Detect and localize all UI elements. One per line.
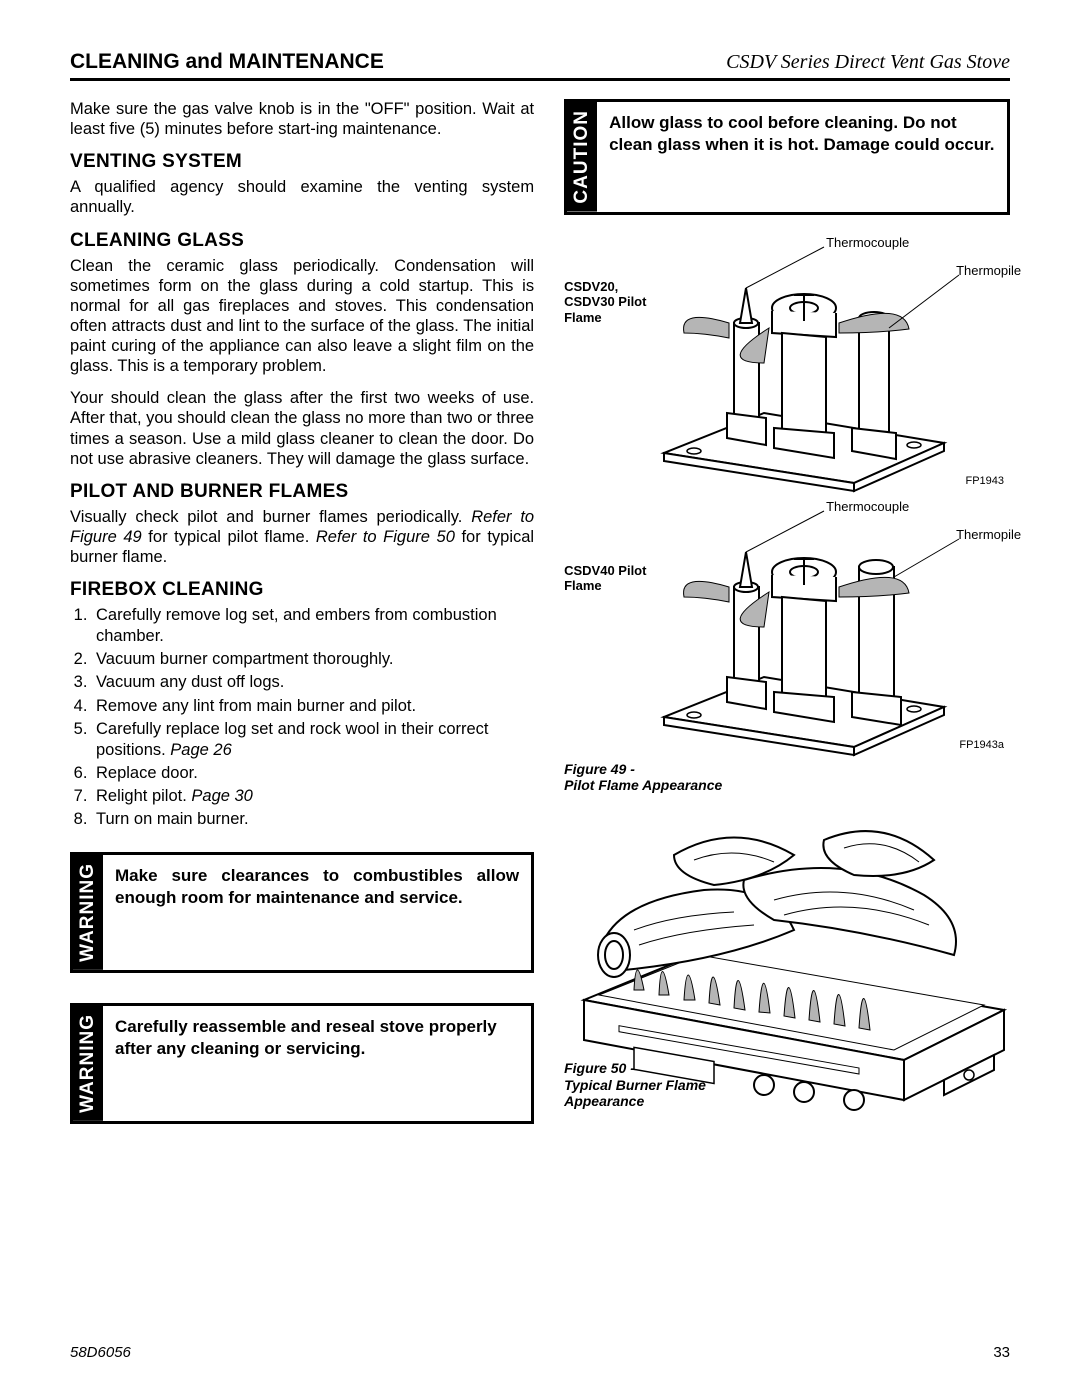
page-footer: 58D6056 33 [70,1344,1010,1361]
pilot-assembly-1-svg [564,233,1004,493]
pilot-assembly-2-svg [564,497,1004,757]
list-item: Turn on main burner. [92,809,534,830]
pilot1-model-label: CSDV20, CSDV30 Pilot Flame [564,279,664,326]
figure-burner: Figure 50 - Typical Burner Flame Appeara… [564,800,1010,1120]
venting-paragraph: A qualified agency should examine the ve… [70,177,534,217]
header-product-name: CSDV Series Direct Vent Gas Stove [726,51,1010,74]
warning-callout-1: WARNING Make sure clearances to combusti… [70,852,534,973]
cleaning-glass-p1: Clean the ceramic glass periodically. Co… [70,256,534,377]
cleaning-glass-heading: CLEANING GLASS [70,230,534,252]
figure-49-caption: Figure 49 - Pilot Flame Appearance [564,761,1010,795]
pilot-burner-heading: PILOT AND BURNER FLAMES [70,481,534,503]
figure-pilot-1: CSDV20, CSDV30 Pilot Flame [564,233,1010,493]
page-header: CLEANING and MAINTENANCE CSDV Series Dir… [70,50,1010,81]
caution-callout: CAUTION Allow glass to cool before clean… [564,99,1010,215]
venting-heading: VENTING SYSTEM [70,151,534,173]
pilot-text-c: for typical pilot flame. [142,528,316,546]
content-columns: Make sure the gas valve knob is in the "… [70,99,1010,1132]
list-item: Remove any lint from main burner and pil… [92,696,534,717]
intro-paragraph: Make sure the gas valve knob is in the "… [70,99,534,139]
firebox-heading: FIREBOX CLEANING [70,579,534,601]
list-item: Vacuum burner compartment thoroughly. [92,649,534,670]
footer-doc-number: 58D6056 [70,1344,131,1361]
list-item: Carefully replace log set and rock wool … [92,719,534,761]
list-item: Relight pilot. Page 30 [92,786,534,807]
pilot-text-a: Visually check pilot and burner flames p… [70,508,471,526]
warning-label: WARNING [73,855,103,970]
right-column: CAUTION Allow glass to cool before clean… [564,99,1010,1132]
thermopile-label: Thermopile [956,527,1021,542]
caution-body: Allow glass to cool before cleaning. Do … [597,102,1007,212]
list-item: Vacuum any dust off logs. [92,672,534,693]
firebox-list: Carefully remove log set, and embers fro… [70,605,534,830]
cleaning-glass-p2: Your should clean the glass after the fi… [70,388,534,469]
left-column: Make sure the gas valve knob is in the "… [70,99,534,1132]
warning-body: Make sure clearances to combustibles all… [103,855,531,970]
thermopile-label: Thermopile [956,263,1021,278]
pilot2-model-label: CSDV40 Pilot Flame [564,563,664,594]
warning-label: WARNING [73,1006,103,1121]
list-item: Carefully remove log set, and embers fro… [92,605,534,647]
thermocouple-label: Thermocouple [826,235,909,250]
warning-body: Carefully reassemble and reseal stove pr… [103,1006,531,1121]
pilot-burner-paragraph: Visually check pilot and burner flames p… [70,507,534,567]
fp-code-2: FP1943a [959,739,1004,751]
figure-pilot-2: CSDV40 Pilot Flame [564,497,1010,757]
pilot-ref-50: Refer to Figure 50 [316,528,455,546]
thermocouple-label: Thermocouple [826,499,909,514]
warning-callout-2: WARNING Carefully reassemble and reseal … [70,1003,534,1124]
caution-label: CAUTION [567,102,597,212]
fp-code-1: FP1943 [965,475,1004,487]
header-section-title: CLEANING and MAINTENANCE [70,50,384,74]
list-item: Replace door. [92,763,534,784]
footer-page-number: 33 [993,1344,1010,1361]
figure-50-caption: Figure 50 - Typical Burner Flame Appeara… [564,1060,724,1110]
